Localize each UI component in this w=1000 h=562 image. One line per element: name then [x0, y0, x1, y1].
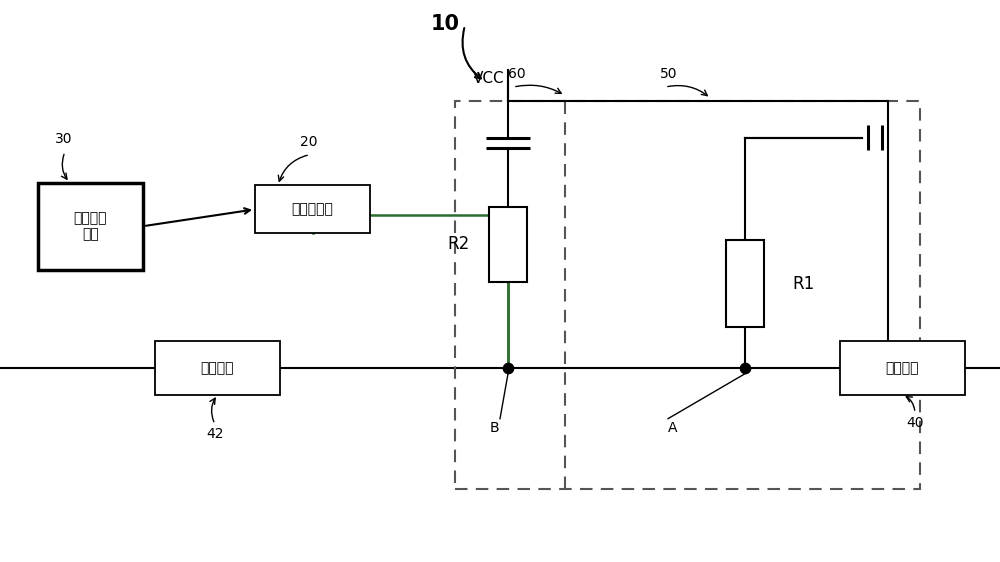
Text: R1: R1 — [793, 275, 815, 293]
Text: 高速信号: 高速信号 — [201, 361, 234, 375]
Bar — [455, 101, 920, 489]
Text: 40: 40 — [906, 416, 924, 430]
Bar — [155, 341, 280, 395]
Text: 信号检测
端口: 信号检测 端口 — [74, 211, 107, 241]
Text: 高速信号: 高速信号 — [886, 361, 919, 375]
Point — [737, 364, 753, 373]
Bar — [489, 207, 527, 283]
Text: 50: 50 — [660, 67, 678, 81]
Bar — [840, 341, 965, 395]
Text: 20: 20 — [300, 135, 318, 149]
Point — [500, 364, 516, 373]
Text: 42: 42 — [206, 427, 224, 441]
Text: VCC: VCC — [473, 71, 505, 86]
Text: B: B — [490, 422, 500, 436]
Bar — [38, 183, 143, 270]
Text: 低通滤波器: 低通滤波器 — [292, 202, 333, 216]
Text: A: A — [668, 422, 678, 436]
Bar — [255, 185, 370, 233]
Bar — [726, 241, 764, 327]
Text: 60: 60 — [508, 67, 526, 81]
Text: 30: 30 — [55, 132, 72, 146]
Text: R2: R2 — [448, 235, 470, 253]
Text: 10: 10 — [430, 14, 460, 34]
